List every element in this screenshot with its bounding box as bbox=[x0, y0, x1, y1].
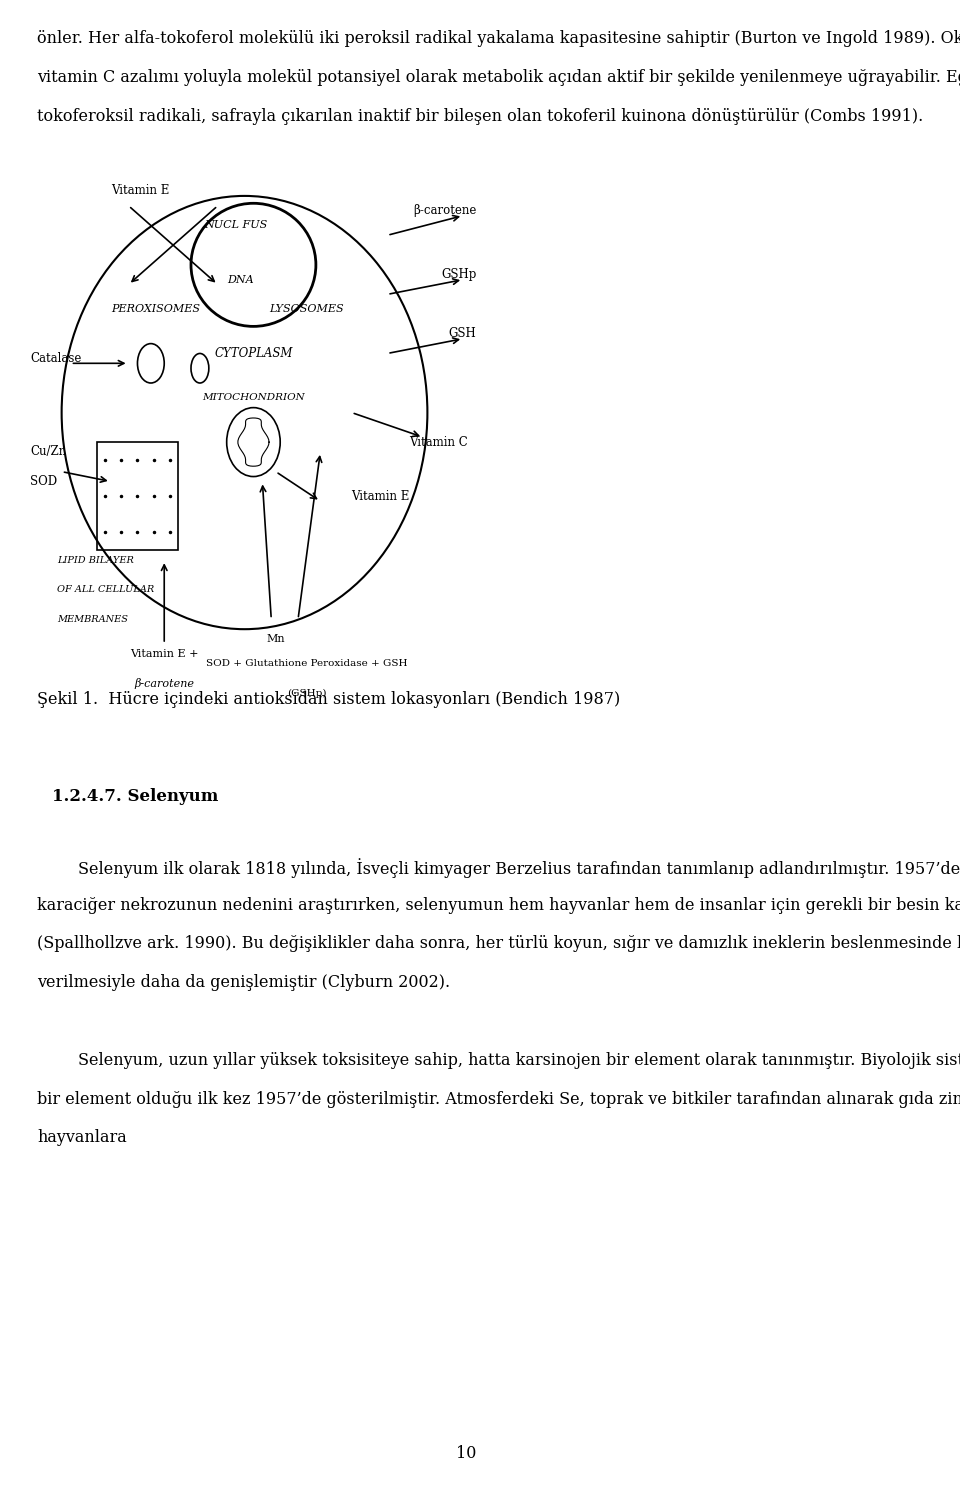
Text: (GSHp): (GSHp) bbox=[287, 689, 326, 698]
Text: GSH: GSH bbox=[448, 327, 476, 340]
Text: verilmesiyle daha da genişlemiştir (Clyburn 2002).: verilmesiyle daha da genişlemiştir (Clyb… bbox=[36, 974, 450, 991]
Text: 1.2.4.7. Selenyum: 1.2.4.7. Selenyum bbox=[52, 788, 219, 806]
Text: GSHp: GSHp bbox=[441, 269, 476, 280]
Text: karaciğer nekrozunun nedenini araştırırken, selenyumun hem hayvanlar hem de insa: karaciğer nekrozunun nedenini araştırırk… bbox=[36, 897, 960, 913]
Text: Selenyum, uzun yıllar yüksek toksisiteye sahip, hatta karsinojen bir element ola: Selenyum, uzun yıllar yüksek toksisiteye… bbox=[36, 1052, 960, 1068]
Text: LYSOSOMES: LYSOSOMES bbox=[270, 304, 345, 315]
Text: MITOCHONDRION: MITOCHONDRION bbox=[202, 394, 305, 403]
Text: DNA: DNA bbox=[227, 275, 253, 285]
Text: MEMBRANES: MEMBRANES bbox=[58, 615, 128, 624]
Text: (Spallhollzve ark. 1990). Bu değişiklikler daha sonra, her türlü koyun, sığır ve: (Spallhollzve ark. 1990). Bu değişiklikl… bbox=[36, 935, 960, 952]
Text: Vitamin E: Vitamin E bbox=[351, 489, 410, 503]
Text: Vitamin C: Vitamin C bbox=[409, 436, 468, 449]
Text: bir element olduğu ilk kez 1957’de gösterilmiştir. Atmosferdeki Se, toprak ve bi: bir element olduğu ilk kez 1957’de göste… bbox=[36, 1091, 960, 1107]
Text: hayvanlara: hayvanlara bbox=[36, 1129, 127, 1146]
Text: Vitamin E: Vitamin E bbox=[110, 185, 169, 197]
Text: SOD: SOD bbox=[31, 474, 58, 488]
Text: β-carotene: β-carotene bbox=[413, 204, 476, 218]
Text: NUCL FUS: NUCL FUS bbox=[204, 221, 267, 230]
Text: CYTOPLASM: CYTOPLASM bbox=[214, 348, 293, 360]
Text: SOD + Glutathione Peroxidase + GSH: SOD + Glutathione Peroxidase + GSH bbox=[206, 659, 408, 668]
Text: Cu/Zn: Cu/Zn bbox=[31, 446, 66, 458]
Text: vitamin C azalımı yoluyla molekül potansiyel olarak metabolik açıdan aktif bir ş: vitamin C azalımı yoluyla molekül potans… bbox=[36, 69, 960, 87]
Text: Mn: Mn bbox=[267, 634, 285, 645]
Text: 10: 10 bbox=[456, 1446, 476, 1462]
Text: β-carotene: β-carotene bbox=[134, 677, 194, 689]
Text: Catalase: Catalase bbox=[31, 352, 82, 366]
Text: Selenyum ilk olarak 1818 yılında, İsveçli kimyager Berzelius tarafından tanımlan: Selenyum ilk olarak 1818 yılında, İsveçl… bbox=[36, 858, 960, 877]
Text: tokoferoksil radikali, safrayla çıkarılan inaktif bir bileşen olan tokoferil kui: tokoferoksil radikali, safrayla çıkarıla… bbox=[36, 107, 924, 125]
Bar bbox=[97, 442, 178, 551]
Text: PEROXISOMES: PEROXISOMES bbox=[110, 304, 200, 315]
Text: Vitamin E +: Vitamin E + bbox=[130, 649, 199, 659]
Text: LIPID BILAYER: LIPID BILAYER bbox=[58, 555, 134, 565]
Text: Şekil 1.  Hücre içindeki antioksidan sistem lokasyonları (Bendich 1987): Şekil 1. Hücre içindeki antioksidan sist… bbox=[36, 691, 620, 709]
Text: önler. Her alfa-tokoferol molekülü iki peroksil radikal yakalama kapasitesine sa: önler. Her alfa-tokoferol molekülü iki p… bbox=[36, 30, 960, 48]
Text: OF ALL CELLULAR: OF ALL CELLULAR bbox=[58, 585, 155, 594]
